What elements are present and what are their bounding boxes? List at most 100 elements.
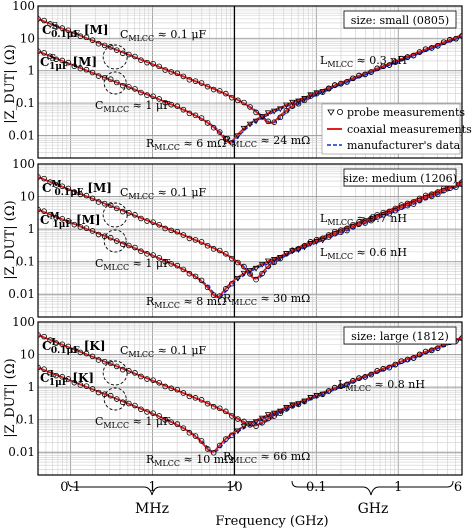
- y-tick-label: 0.01: [8, 445, 35, 459]
- y-tick-label: 10: [20, 190, 35, 204]
- x-axis-label: Frequency (GHz): [215, 514, 328, 529]
- probe-triangle-marker: [307, 394, 314, 401]
- y-tick-label: 1: [27, 64, 35, 78]
- probe-circle-marker: [368, 69, 374, 75]
- probe-circle-marker: [53, 372, 59, 379]
- probe-circle-marker: [398, 358, 405, 364]
- probe-circle-marker: [162, 417, 169, 423]
- probe-circle-marker: [168, 227, 175, 234]
- probe-triangle-marker: [276, 254, 284, 261]
- probe-circle-marker: [380, 212, 387, 218]
- probe-circle-marker: [283, 107, 290, 114]
- probe-circle-marker: [180, 73, 187, 80]
- ghz-brace: [291, 480, 454, 496]
- probe-triangle-marker: [295, 247, 302, 254]
- probe-triangle-marker: [252, 118, 260, 125]
- probe-circle-marker: [132, 402, 138, 409]
- probe-circle-marker: [392, 59, 399, 65]
- probe-circle-marker: [204, 83, 211, 90]
- plot-frame: [37, 163, 463, 318]
- probe-circle-marker: [410, 52, 417, 59]
- probe-circle-marker: [150, 93, 156, 100]
- probe-circle-marker: [53, 182, 59, 188]
- probe-circle-marker: [113, 396, 120, 402]
- probe-triangle-marker: [258, 415, 266, 422]
- probe-circle-marker: [144, 59, 150, 66]
- probe-circle-marker: [41, 175, 47, 182]
- probe-circle-marker: [368, 217, 374, 224]
- probe-triangle-marker: [301, 96, 308, 102]
- probe-circle-marker: [459, 335, 462, 341]
- probe-markers: [38, 33, 462, 146]
- probe-circle-marker: [204, 284, 211, 291]
- y-axis-labels: |Z_DUT| (Ω) |Z_DUT| (Ω) |Z_DUT| (Ω): [3, 44, 18, 437]
- probe-circle-marker: [222, 436, 229, 442]
- probe-circle-marker: [95, 199, 102, 205]
- probe-triangle-marker: [313, 239, 320, 245]
- size-label-box: [343, 326, 457, 345]
- probe-circle-marker: [107, 360, 114, 366]
- probe-circle-marker: [138, 248, 144, 255]
- probe-circle-marker: [271, 119, 278, 125]
- probe-circle-marker: [392, 361, 399, 368]
- probe-circle-marker: [441, 187, 447, 194]
- probe-circle-marker: [434, 42, 441, 49]
- probe-circle-marker: [47, 369, 53, 376]
- probe-circle-marker: [216, 88, 223, 94]
- probe-circle-marker: [89, 353, 96, 360]
- probe-circle-marker: [120, 241, 126, 248]
- probe-circle-marker: [210, 403, 217, 410]
- probe-circle-marker: [156, 413, 162, 419]
- annotation-label: CMLCC ≈ 0.1 μF: [120, 28, 207, 43]
- probe-circle-marker: [428, 193, 435, 200]
- probe-circle-marker: [404, 54, 411, 60]
- probe-circle-marker: [210, 86, 217, 93]
- probe-circle-marker: [162, 383, 169, 390]
- annotation-label: RMLCC ≈ 6 mΩ: [146, 137, 226, 152]
- probe-circle-marker: [356, 72, 362, 79]
- probe-circle-marker: [265, 415, 271, 422]
- probe-circle-marker: [210, 292, 217, 298]
- probe-circle-marker: [120, 50, 126, 57]
- probe-circle-marker: [59, 25, 66, 31]
- probe-circle-marker: [362, 374, 368, 380]
- panels: 100 10 1 0.1 0.01 CS 0.1μF [M] CS 1μF [M] CMLCC ≈…: [8, 0, 472, 495]
- probe-circle-marker: [83, 34, 90, 41]
- legend-circle-symbol: [336, 109, 343, 116]
- probe-circle-marker: [428, 45, 435, 51]
- probe-circle-marker: [132, 370, 138, 376]
- probe-triangle-marker: [246, 421, 254, 427]
- probe-circle-marker: [235, 416, 241, 422]
- probe-circle-marker: [38, 16, 41, 22]
- probe-circle-marker: [229, 255, 235, 262]
- probe-triangle-marker: [283, 251, 290, 257]
- probe-circle-marker: [150, 219, 156, 225]
- probe-circle-marker: [59, 341, 66, 348]
- probe-circle-marker: [47, 53, 53, 60]
- probe-triangle-marker: [234, 133, 242, 140]
- probe-triangle-marker: [246, 267, 254, 274]
- probe-triangle-marker: [276, 106, 284, 113]
- probe-circle-marker: [350, 224, 356, 230]
- probe-circle-marker: [126, 400, 132, 407]
- capacitor-label: CL 1μF [K]: [40, 370, 94, 388]
- probe-circle-marker: [150, 377, 156, 383]
- legend-manuf-label: manufacturer's data: [347, 139, 461, 152]
- probe-circle-marker: [71, 63, 78, 70]
- y-tick-label: 10: [20, 31, 35, 45]
- probe-triangle-marker: [258, 262, 266, 268]
- y-tick-label: 0.1: [16, 96, 35, 110]
- probe-circle-marker: [168, 69, 175, 75]
- probe-triangle-marker: [319, 89, 326, 95]
- probe-circle-marker: [253, 109, 259, 116]
- probe-circle-marker: [192, 78, 199, 84]
- annotation-label: LMLCC ≈ 0.3 nH: [320, 54, 407, 69]
- probe-circle-marker: [38, 364, 41, 371]
- probe-circle-marker: [144, 251, 150, 257]
- probe-circle-marker: [144, 92, 150, 98]
- y-tick-labels: 100 10 1 0.1 0.01: [8, 315, 35, 459]
- probe-circle-marker: [216, 129, 223, 135]
- probe-circle-marker: [198, 397, 205, 403]
- probe-circle-marker: [144, 409, 150, 415]
- capacitor-label: CM 0.1μF [M]: [42, 180, 112, 198]
